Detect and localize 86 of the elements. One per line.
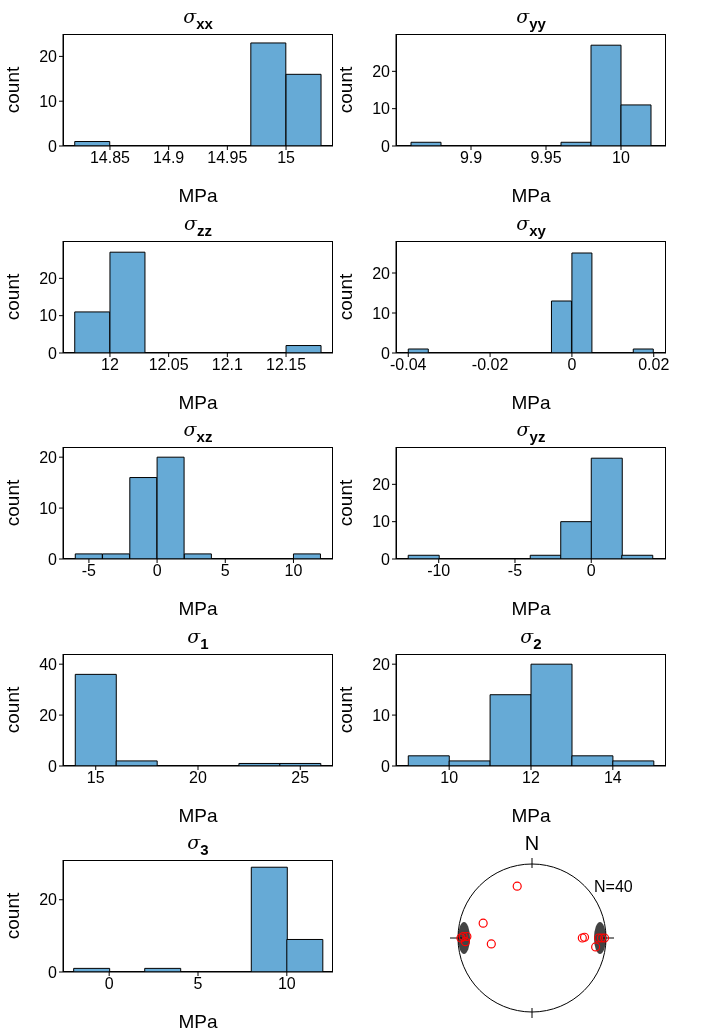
- x-tick-label: 10: [440, 768, 459, 786]
- y-tick-label: 20: [39, 706, 58, 724]
- chart-title: σ$_{yy}$: [516, 5, 546, 32]
- x-tick-label: -10: [427, 562, 451, 580]
- y-tick-label: 10: [39, 499, 58, 517]
- x-tick-label: 12.15: [266, 355, 307, 373]
- x-axis-title: MPa: [178, 391, 218, 413]
- x-tick-label: -5: [507, 562, 523, 580]
- x-tick-label: 20: [189, 768, 207, 786]
- y-axis-title: count: [1, 66, 23, 114]
- y-tick-label: 10: [372, 100, 391, 118]
- x-tick-label: 9.95: [530, 149, 562, 167]
- y-axis-title: count: [334, 685, 356, 733]
- x-tick-label: 5: [220, 562, 230, 580]
- y-axis-title: count: [1, 272, 23, 320]
- x-tick-label: 10: [277, 975, 296, 993]
- y-tick-label: 0: [381, 550, 391, 568]
- x-tick-label: 10: [284, 562, 303, 580]
- y-tick-label: 0: [48, 963, 58, 981]
- y-axis-title: count: [1, 685, 23, 733]
- y-tick-label: 20: [39, 269, 58, 287]
- x-tick-label: 12.05: [148, 355, 189, 373]
- x-tick-label: 0: [104, 975, 114, 993]
- y-axis-title: count: [334, 66, 356, 114]
- x-tick-label: -5: [81, 562, 97, 580]
- x-tick-label: 12.1: [211, 355, 244, 373]
- x-tick-label: 0: [152, 562, 162, 580]
- text: N=40: [594, 878, 633, 895]
- chart-title: σ$_{3}$: [187, 831, 209, 858]
- x-axis-title: MPa: [178, 1011, 218, 1032]
- y-tick-label: 10: [39, 306, 58, 324]
- y-tick-label: 20: [372, 63, 391, 81]
- x-tick-label: 9.9: [459, 149, 483, 167]
- x-tick-label: -0.04: [390, 355, 427, 373]
- y-tick-label: 20: [372, 264, 391, 282]
- x-tick-label: 14.85: [89, 149, 131, 167]
- x-axis-title: MPa: [511, 804, 551, 826]
- x-axis-title: MPa: [178, 598, 218, 619]
- y-tick-label: 0: [48, 344, 58, 362]
- y-axis-title: count: [1, 479, 23, 527]
- x-tick-label: 15: [277, 149, 296, 167]
- y-tick-label: 10: [372, 706, 391, 724]
- y-tick-label: 20: [372, 655, 391, 673]
- x-axis-title: MPa: [178, 804, 218, 826]
- x-tick-label: 12: [522, 768, 540, 786]
- text: N: [524, 832, 540, 854]
- chart-title: σ$_{zz}$: [184, 211, 212, 239]
- chart-title: σ$_{xz}$: [183, 418, 213, 445]
- x-axis-title: MPa: [511, 391, 551, 413]
- y-tick-label: 0: [48, 550, 58, 568]
- y-axis-title: count: [334, 479, 356, 527]
- x-axis-title: MPa: [511, 185, 551, 206]
- y-tick-label: 0: [381, 757, 391, 775]
- x-tick-label: 10: [612, 149, 630, 167]
- x-tick-label: 14.95: [207, 149, 248, 167]
- x-tick-label: 14.9: [153, 149, 185, 167]
- x-tick-label: 25: [291, 768, 310, 786]
- y-tick-label: 20: [39, 48, 58, 66]
- x-tick-label: 12: [101, 355, 119, 373]
- x-tick-label: 0: [586, 562, 596, 580]
- x-tick-label: 14: [603, 768, 622, 786]
- y-axis-title: count: [334, 272, 356, 320]
- y-tick-label: 10: [39, 92, 58, 110]
- y-tick-label: 20: [39, 448, 58, 466]
- x-axis-title: MPa: [178, 185, 218, 206]
- y-tick-label: 20: [39, 891, 58, 909]
- x-tick-label: -0.02: [471, 355, 509, 373]
- chart-title: σ$_{xx}$: [183, 5, 213, 32]
- x-axis-title: MPa: [511, 598, 551, 619]
- chart-title: σ$_{yz}$: [516, 418, 546, 445]
- x-tick-label: 0: [567, 355, 577, 373]
- y-tick-label: 10: [372, 513, 391, 531]
- chart-title: σ$_{1}$: [187, 624, 209, 652]
- x-tick-label: 5: [193, 975, 203, 993]
- y-tick-label: 0: [48, 137, 58, 155]
- y-tick-label: 20: [372, 476, 391, 494]
- y-tick-label: 0: [48, 757, 58, 775]
- x-tick-label: 15: [86, 768, 105, 786]
- chart-title: σ$_{xy}$: [516, 211, 546, 239]
- y-tick-label: 0: [381, 344, 391, 362]
- x-tick-label: 0.02: [638, 355, 670, 373]
- chart-title: σ$_{2}$: [520, 624, 542, 652]
- y-tick-label: 40: [39, 655, 58, 673]
- y-tick-label: 0: [381, 137, 391, 155]
- y-axis-title: count: [1, 892, 23, 940]
- y-tick-label: 10: [372, 304, 391, 322]
